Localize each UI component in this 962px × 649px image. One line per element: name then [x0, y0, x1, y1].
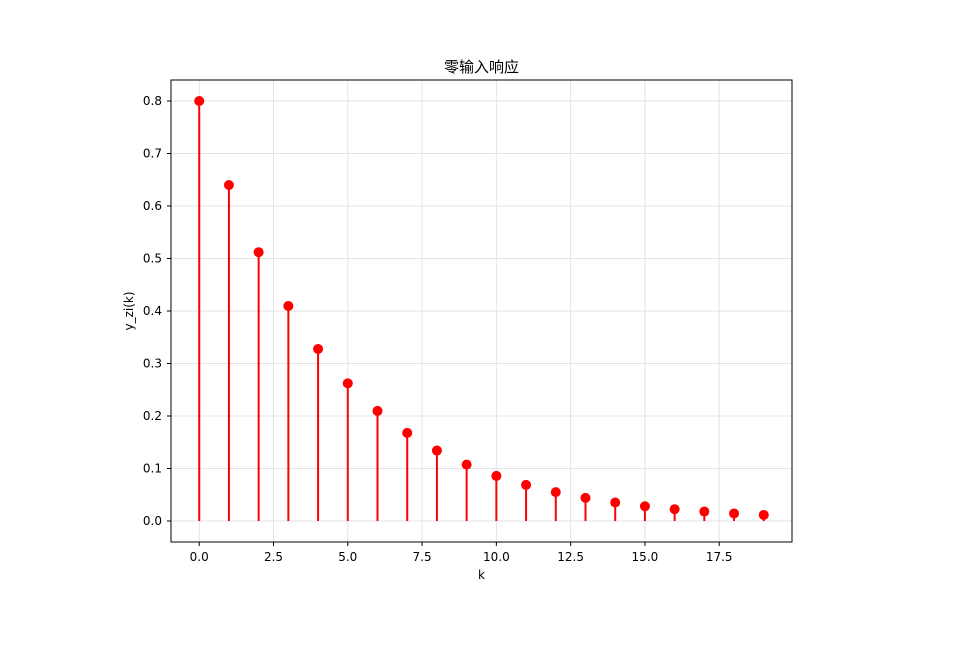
y-tick-label: 0.1 [143, 462, 162, 476]
data-point [372, 405, 383, 416]
x-tick-label: 2.5 [264, 550, 283, 564]
y-tick-label: 0.6 [143, 199, 162, 213]
data-point [313, 343, 324, 354]
y-tick-label: 0.7 [143, 147, 162, 161]
x-tick-label: 5.0 [338, 550, 357, 564]
data-point [669, 504, 680, 515]
y-axis-title: y_zi(k) [122, 291, 136, 330]
data-point [491, 470, 502, 481]
data-point [521, 479, 532, 490]
data-point [550, 487, 561, 498]
stems [198, 101, 765, 521]
x-axis-title: k [478, 568, 485, 582]
y-axis-ticks: 0.0 0.1 0.2 0.3 0.4 0.5 0.6 0.7 0.8 [143, 94, 171, 528]
data-point [758, 509, 769, 520]
y-tick-label: 0.4 [143, 304, 162, 318]
x-tick-label: 0.0 [190, 550, 209, 564]
x-tick-label: 12.5 [557, 550, 584, 564]
data-point [580, 492, 591, 503]
data-point [223, 180, 234, 190]
x-tick-label: 15.0 [632, 550, 659, 564]
data-point [253, 247, 264, 258]
x-axis-ticks: 0.0 2.5 5.0 7.5 10.0 12.5 15.0 17.5 [190, 542, 733, 564]
data-point [194, 96, 205, 106]
data-point [402, 427, 413, 438]
y-tick-label: 0.8 [143, 94, 162, 108]
x-tick-label: 7.5 [413, 550, 432, 564]
data-point [283, 300, 294, 311]
y-tick-label: 0.0 [143, 514, 162, 528]
data-point [610, 497, 621, 508]
x-tick-label: 17.5 [706, 550, 733, 564]
grid [171, 80, 792, 542]
data-point [729, 508, 740, 519]
data-point [431, 445, 442, 456]
y-tick-label: 0.3 [143, 357, 162, 371]
data-point [699, 506, 710, 517]
x-tick-label: 10.0 [483, 550, 510, 564]
data-point [639, 501, 650, 512]
chart-title: 零输入响应 [444, 58, 519, 76]
y-tick-label: 0.5 [143, 252, 162, 266]
markers [194, 96, 769, 520]
data-point [342, 378, 353, 389]
data-point [461, 459, 472, 470]
y-tick-label: 0.2 [143, 409, 162, 423]
